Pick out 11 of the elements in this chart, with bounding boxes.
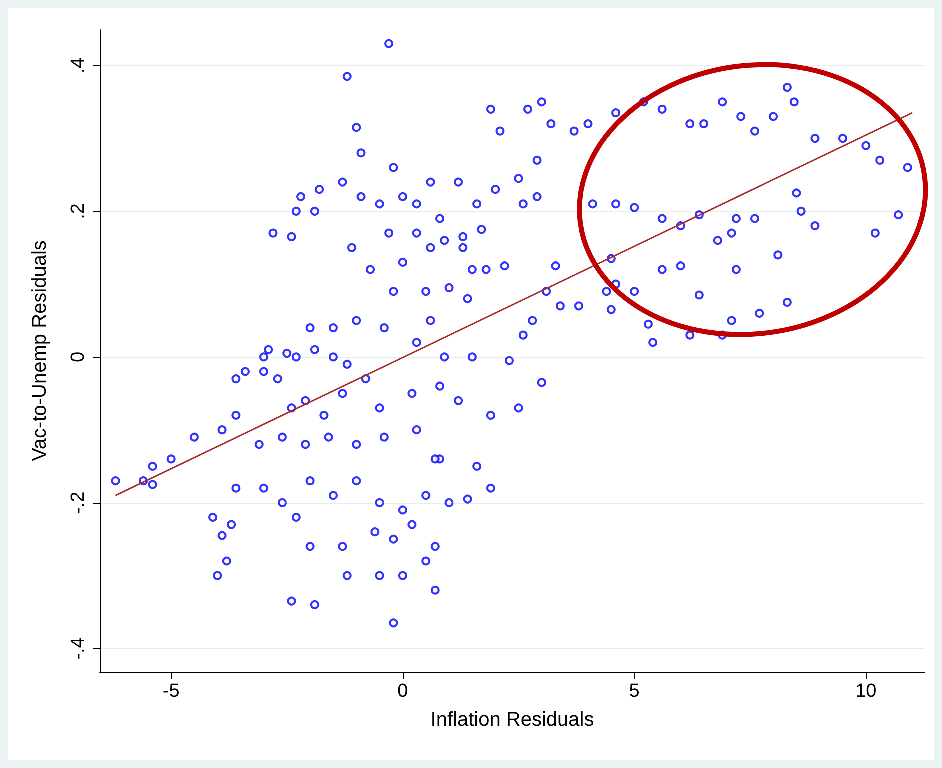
x-tick-label: -5 [162, 681, 180, 702]
y-tick-label: .4 [68, 57, 89, 74]
x-tick-label: 0 [398, 681, 408, 702]
y-tick-label: 0 [68, 352, 89, 362]
y-tick-label: -.2 [68, 492, 89, 514]
y-tick-label: -.4 [68, 637, 89, 660]
x-tick-label: 5 [629, 681, 640, 702]
y-tick-label: .2 [68, 204, 89, 220]
x-axis-title: Inflation Residuals [430, 709, 594, 731]
y-axis-title: Vac-to-Unemp Residuals [29, 240, 51, 462]
x-tick-label: 10 [856, 681, 877, 702]
